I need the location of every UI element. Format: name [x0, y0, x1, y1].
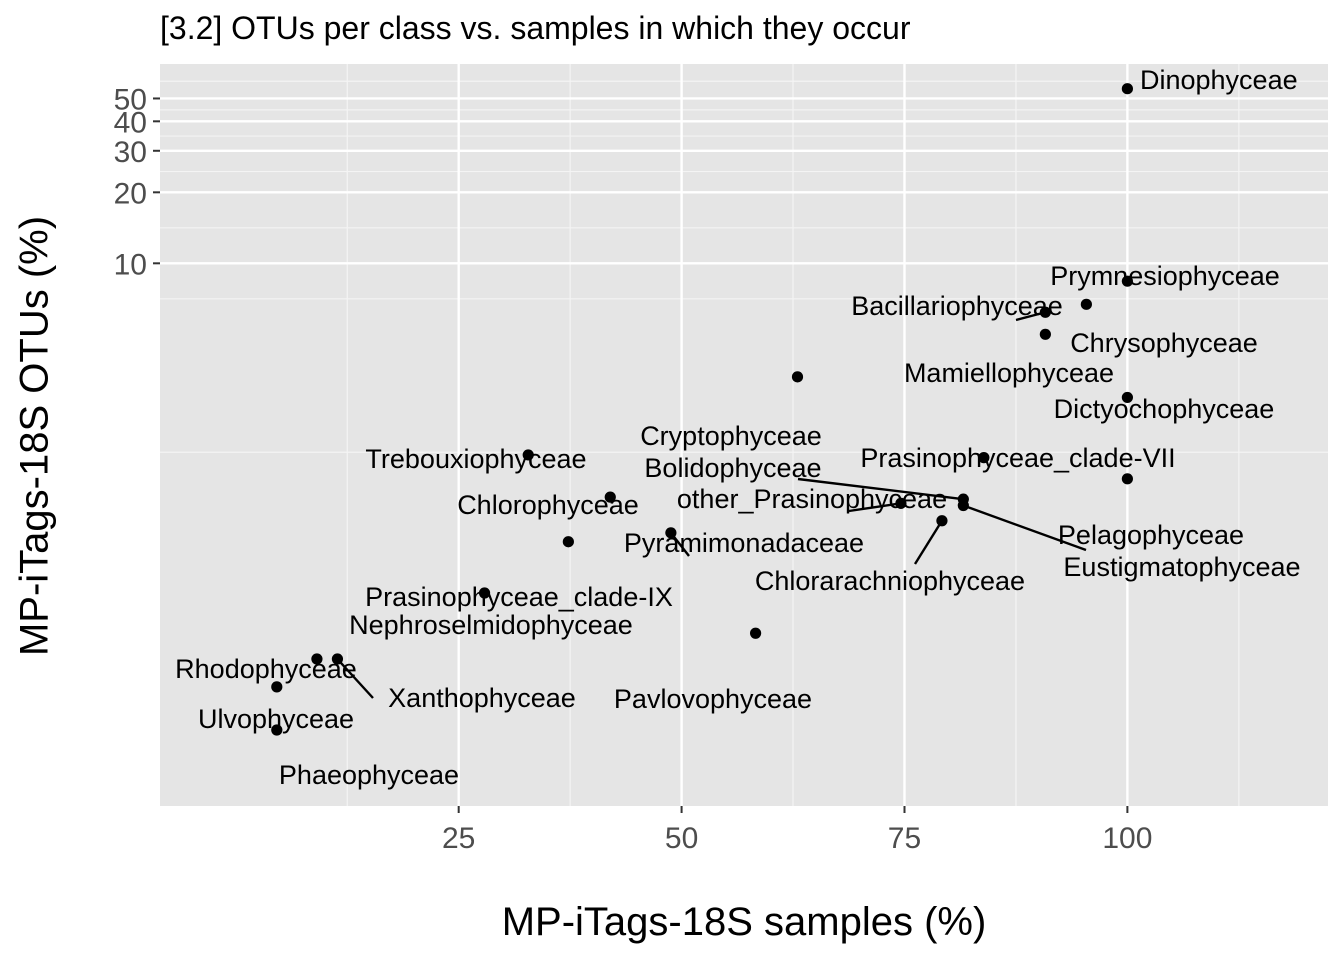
x-tick-label: 25 — [442, 822, 475, 855]
data-point — [604, 491, 616, 503]
data-point — [311, 653, 323, 665]
y-tick-label: 20 — [114, 177, 147, 210]
data-point — [331, 653, 344, 665]
point-label: Prasinophyceae_clade-IX — [365, 582, 673, 612]
data-point — [1039, 306, 1051, 318]
point-label: Prymnesiophyceae — [1050, 261, 1280, 291]
point-label: Mamiellophyceae — [904, 358, 1114, 388]
data-point — [1121, 83, 1133, 95]
data-point — [895, 497, 907, 509]
point-label: Pyramimonadaceae — [624, 528, 864, 558]
point-label: Prasinophyceae_clade-VII — [860, 443, 1175, 473]
data-point — [978, 452, 990, 464]
data-point — [562, 536, 574, 548]
point-label: Phaeophyceae — [279, 760, 459, 790]
data-point — [1121, 275, 1133, 287]
label-segment — [336, 658, 374, 699]
point-label: Dictyochophyceae — [1054, 394, 1275, 424]
point-label: Ulvophyceae — [198, 704, 354, 734]
data-point — [791, 371, 804, 383]
point-label: Xanthophyceae — [388, 683, 576, 713]
data-point — [1121, 473, 1133, 485]
y-tick-label: 30 — [114, 136, 147, 169]
label-segment — [848, 502, 902, 513]
data-point — [478, 587, 491, 599]
label-segment — [913, 520, 943, 565]
data-point — [749, 627, 762, 639]
x-tick-label: 75 — [888, 822, 921, 855]
point-labels: Dinophyceae PrymnesiophyceaeBacillariophy… — [175, 65, 1300, 790]
data-point — [665, 527, 677, 539]
data-point — [957, 499, 969, 512]
point-label: Chlorarachniophyceae — [755, 566, 1025, 596]
y-tick-label: 50 — [114, 83, 147, 116]
x-axis-label: MP-iTags-18S samples (%) — [501, 900, 987, 944]
data-point — [1080, 298, 1092, 310]
grid-major — [160, 64, 1328, 806]
data-point — [936, 515, 948, 527]
label-segment — [797, 477, 964, 501]
y-axis-label: MP-iTags-18S OTUs (%) — [12, 215, 57, 657]
plot-panel — [160, 64, 1328, 806]
data-point — [1121, 391, 1133, 404]
point-label: Pelagophyceae — [1058, 520, 1244, 550]
point-label: Chrysophyceae — [1070, 328, 1258, 358]
y-tick-label: 10 — [114, 248, 147, 281]
data-point — [1039, 328, 1051, 340]
point-label: Eustigmatophyceae — [1063, 552, 1300, 582]
point-label: Cryptophyceae — [640, 421, 822, 451]
chart-title: [3.2] OTUs per class vs. samples in whic… — [160, 10, 911, 46]
point-label: Chlorophyceae — [457, 490, 639, 520]
y-tick-label: 40 — [114, 106, 147, 139]
x-tick-label: 50 — [665, 822, 698, 855]
data-point — [271, 724, 283, 736]
point-label: Bacillariophyceae — [851, 291, 1063, 321]
data-point — [522, 449, 534, 461]
grid-minor — [160, 64, 1328, 806]
point-label: Trebouxiophyceae — [365, 444, 586, 474]
point-label: Pavlovophyceae — [614, 684, 812, 714]
point-label: Rhodophyceae — [175, 654, 357, 684]
data-points — [271, 83, 1133, 736]
point-label: Dinophyceae — [1140, 65, 1298, 95]
point-label: Bolidophyceae — [644, 453, 821, 483]
point-label: other_Prasinophyceae — [677, 484, 947, 514]
x-tick-label: 100 — [1102, 822, 1152, 855]
point-label: Nephroselmidophyceae — [349, 610, 633, 640]
label-segment — [962, 504, 1087, 552]
data-point — [271, 681, 283, 693]
